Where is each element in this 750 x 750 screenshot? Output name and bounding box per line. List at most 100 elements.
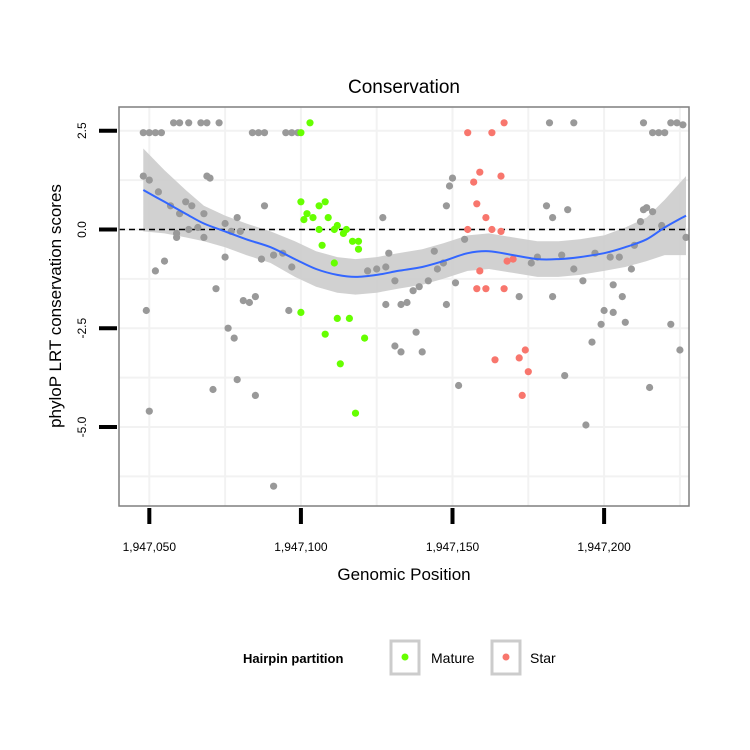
point-other <box>200 210 208 218</box>
point-mature <box>361 334 369 342</box>
panel-border <box>118 106 690 507</box>
point-other <box>549 293 557 301</box>
point-other <box>251 293 259 301</box>
point-other <box>558 251 566 259</box>
point-star <box>476 168 484 176</box>
point-star <box>500 119 508 127</box>
point-other <box>203 119 211 127</box>
point-star <box>491 356 499 364</box>
point-other <box>151 267 159 275</box>
point-other <box>154 188 162 196</box>
point-other <box>391 277 399 285</box>
point-other <box>221 253 229 261</box>
point-other <box>570 265 578 273</box>
point-other <box>157 129 165 137</box>
chart-title: Conservation <box>348 77 460 98</box>
point-other <box>564 206 572 214</box>
point-other <box>173 229 181 237</box>
point-other <box>649 208 657 216</box>
point-other <box>655 129 663 137</box>
x-tick-label: 1,947,150 <box>426 540 480 554</box>
point-other <box>549 214 557 222</box>
point-other <box>527 259 535 267</box>
point-other <box>142 306 150 315</box>
x-tick-label: 1,947,100 <box>274 540 328 554</box>
point-other <box>233 214 241 222</box>
point-other <box>382 263 390 271</box>
point-other <box>424 277 432 285</box>
point-other <box>248 129 256 137</box>
point-star <box>521 346 529 354</box>
point-other <box>209 385 217 394</box>
legend-label-star: Star <box>530 650 556 666</box>
point-other <box>379 214 387 222</box>
point-other <box>251 391 259 399</box>
point-mature <box>315 202 323 210</box>
point-star <box>488 129 496 137</box>
point-other <box>382 300 390 309</box>
point-mature <box>321 198 329 206</box>
point-other <box>561 372 569 380</box>
point-star <box>464 225 472 234</box>
point-other <box>545 119 554 127</box>
point-star <box>476 267 484 275</box>
legend-label-mature: Mature <box>431 650 475 666</box>
point-other <box>185 119 193 127</box>
y-axis-title: phyloP LRT conservation scores <box>46 184 65 428</box>
point-mature <box>333 314 341 322</box>
point-other <box>200 233 208 241</box>
point-other <box>667 320 675 328</box>
point-star <box>515 354 523 362</box>
point-other <box>649 129 657 137</box>
plot-panel <box>118 106 690 507</box>
point-other <box>260 202 269 210</box>
point-other <box>600 306 608 315</box>
point-star <box>473 285 481 293</box>
point-other <box>145 176 153 184</box>
point-other <box>445 182 454 190</box>
point-star <box>482 285 490 293</box>
point-mature <box>324 214 332 222</box>
point-mature <box>354 237 363 245</box>
point-other <box>282 129 290 137</box>
point-other <box>673 119 681 127</box>
point-other <box>676 346 684 354</box>
point-mature <box>321 330 329 338</box>
point-other <box>245 298 253 307</box>
x-tick-label: 1,947,050 <box>123 540 177 554</box>
point-other <box>270 251 278 259</box>
point-mature <box>342 225 350 234</box>
point-other <box>160 257 169 265</box>
point-mature <box>306 119 314 127</box>
legend-swatch-star <box>502 653 510 661</box>
panel-background <box>119 107 689 506</box>
point-other <box>461 235 469 243</box>
point-mature <box>336 360 344 368</box>
smooth-trend-line <box>142 189 687 278</box>
y-tick-label: -5.0 <box>75 416 89 437</box>
point-mature <box>351 409 360 417</box>
point-other <box>188 202 196 210</box>
point-other <box>260 129 269 137</box>
point-other <box>597 320 605 328</box>
point-other <box>455 381 463 390</box>
point-other <box>151 129 159 137</box>
point-other <box>233 376 241 384</box>
point-other <box>415 283 423 291</box>
point-other <box>448 174 457 182</box>
point-star <box>488 225 496 234</box>
point-other <box>582 421 590 429</box>
point-other <box>170 119 178 127</box>
y-tick-label: 2.5 <box>75 122 89 139</box>
point-other <box>606 253 614 261</box>
points-layer <box>139 119 690 490</box>
point-mature <box>300 216 308 224</box>
point-star <box>503 257 511 265</box>
point-other <box>412 328 420 336</box>
point-other <box>236 227 244 235</box>
point-other <box>588 338 596 346</box>
point-other <box>364 267 372 275</box>
point-other <box>679 121 687 129</box>
point-other <box>270 482 278 490</box>
